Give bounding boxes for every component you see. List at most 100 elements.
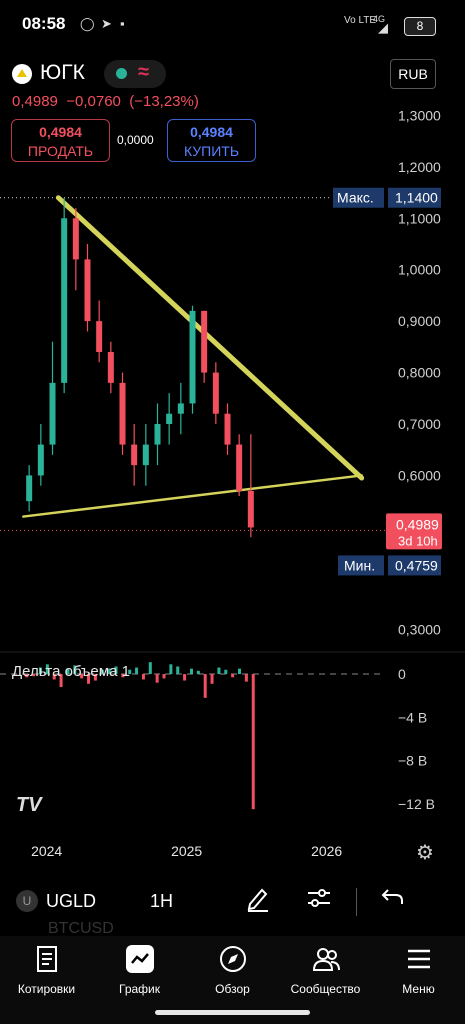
y-tick-label: 0,7000 xyxy=(398,416,441,432)
nav-label: Котировки xyxy=(17,982,76,996)
price-change: −0,0760 xyxy=(66,93,121,110)
volume-delta-bar xyxy=(87,674,91,684)
nav-quotes[interactable]: Котировки xyxy=(0,936,93,1006)
candle xyxy=(131,444,138,466)
buy-button[interactable]: 0,4984 КУПИТЬ xyxy=(167,119,256,162)
chart-settings-icon[interactable]: ⚙ xyxy=(416,842,434,864)
vol-tick-label: −12 B xyxy=(398,796,435,812)
network-type-icon: 4G xyxy=(373,14,386,24)
y-tick-label: 1,3000 xyxy=(398,107,441,123)
chart-icon xyxy=(125,945,154,973)
pencil-icon[interactable] xyxy=(244,884,272,919)
price-change-percent: (−13,23%) xyxy=(129,93,199,110)
candle xyxy=(72,218,79,260)
symbol-button[interactable]: UGLD xyxy=(46,891,97,911)
sliders-icon[interactable] xyxy=(305,884,333,919)
nav-menu[interactable]: Меню xyxy=(372,936,465,1006)
volume-delta-bar xyxy=(135,667,139,675)
volume-delta-bar xyxy=(196,670,200,675)
last-price-box xyxy=(386,513,442,550)
vol-tick-label: 0 xyxy=(398,666,406,682)
vol-tick-label: −4 B xyxy=(398,709,427,725)
candle xyxy=(107,352,114,383)
nav-label: Меню xyxy=(402,982,435,996)
volume-delta-bar xyxy=(114,666,118,675)
volume-delta-bar xyxy=(251,674,255,810)
undo-icon[interactable] xyxy=(380,884,406,917)
volume-delta-bar xyxy=(176,666,180,675)
price-chart[interactable]: 1,3000 1,2000 1,1000 1,0000 0,9000 0,8000 0,70… xyxy=(0,100,465,870)
max-value: 1,1400 xyxy=(395,190,438,206)
candle xyxy=(166,413,173,424)
vol-tick-label: −8 B xyxy=(398,753,427,769)
max-label-box xyxy=(333,187,384,208)
trendline xyxy=(22,474,363,518)
min-value: 0,4759 xyxy=(395,557,438,573)
nav-label: Сообщество xyxy=(290,982,361,996)
volume-delta-bar xyxy=(189,668,193,675)
volume-delta-bar xyxy=(100,669,104,675)
x-tick-label: 2024 xyxy=(31,843,62,859)
volume-delta-bar xyxy=(148,662,152,675)
candle xyxy=(26,475,33,502)
volume-delta-bar xyxy=(52,674,56,680)
market-status-badge[interactable]: ≈ xyxy=(104,60,166,88)
volume-delta-bar xyxy=(210,674,214,684)
nav-community[interactable]: Сообщество xyxy=(279,936,372,1006)
volume-delta-bar xyxy=(128,669,132,675)
sell-price: 0,4984 xyxy=(39,124,82,140)
y-tick-label: 0,3000 xyxy=(398,622,441,638)
tradingview-watermark: TV xyxy=(16,794,42,816)
next-symbol-peek: BTCUSD xyxy=(48,920,114,937)
market-open-icon xyxy=(116,68,127,79)
menu-icon xyxy=(407,949,430,969)
y-tick-label: 1,0000 xyxy=(398,262,441,278)
candle xyxy=(189,310,196,404)
symbol-logo-icon xyxy=(12,64,32,84)
candle xyxy=(212,372,219,414)
candle xyxy=(201,310,208,373)
home-indicator xyxy=(155,1010,310,1015)
volume-delta-bar xyxy=(224,669,228,675)
bar-countdown: 3d 10h xyxy=(398,533,438,548)
people-icon xyxy=(312,948,340,971)
candle xyxy=(37,444,44,476)
buy-label: КУПИТЬ xyxy=(183,143,240,159)
sell-button[interactable]: 0,4984 ПРОДАТЬ xyxy=(11,119,110,162)
signal-icon: ◢ xyxy=(378,20,388,35)
nav-label: Обзор xyxy=(215,982,250,996)
volume-delta-bar xyxy=(155,674,159,683)
volume-delta-bar xyxy=(107,668,111,675)
ticker-title[interactable]: ЮГК xyxy=(40,61,85,84)
x-tick-label: 2026 xyxy=(311,843,342,859)
volume-delta-bar xyxy=(45,664,49,675)
trendline xyxy=(55,195,365,481)
currency-selector[interactable]: RUB xyxy=(390,59,436,89)
volume-delta-bar xyxy=(244,674,248,682)
candle xyxy=(119,382,126,445)
price-change-line: 0,4989 −0,0760 (−13,23%) xyxy=(12,93,199,110)
status-time: 08:58 xyxy=(22,14,66,33)
last-price: 0,4989 xyxy=(12,93,58,110)
volume-delta-title: Дельта объема 1 xyxy=(12,663,130,680)
volume-delta-bar xyxy=(121,674,125,678)
spread-value: 0,0000 xyxy=(117,133,154,147)
volume-delta-bar xyxy=(162,674,166,679)
symbol-icon: U xyxy=(16,890,38,912)
volume-delta-bar xyxy=(66,668,70,675)
candle xyxy=(247,490,254,528)
sell-label: ПРОДАТЬ xyxy=(27,143,94,159)
interval-button[interactable]: 1H xyxy=(150,891,174,911)
nav-chart[interactable]: График xyxy=(93,936,186,1006)
y-tick-label: 0,6000 xyxy=(398,467,441,483)
volte-icon: Vo LTE xyxy=(344,15,377,26)
volume-delta-bar xyxy=(217,667,221,675)
toolbar-divider xyxy=(356,888,357,916)
volume-delta-bar xyxy=(38,667,42,675)
candle xyxy=(224,413,231,445)
min-label: Мин. xyxy=(344,557,375,573)
nav-overview[interactable]: Обзор xyxy=(186,936,279,1006)
candle xyxy=(177,403,184,414)
telegram-icon: ➤ xyxy=(101,16,112,31)
volume-delta-bar xyxy=(25,674,29,678)
